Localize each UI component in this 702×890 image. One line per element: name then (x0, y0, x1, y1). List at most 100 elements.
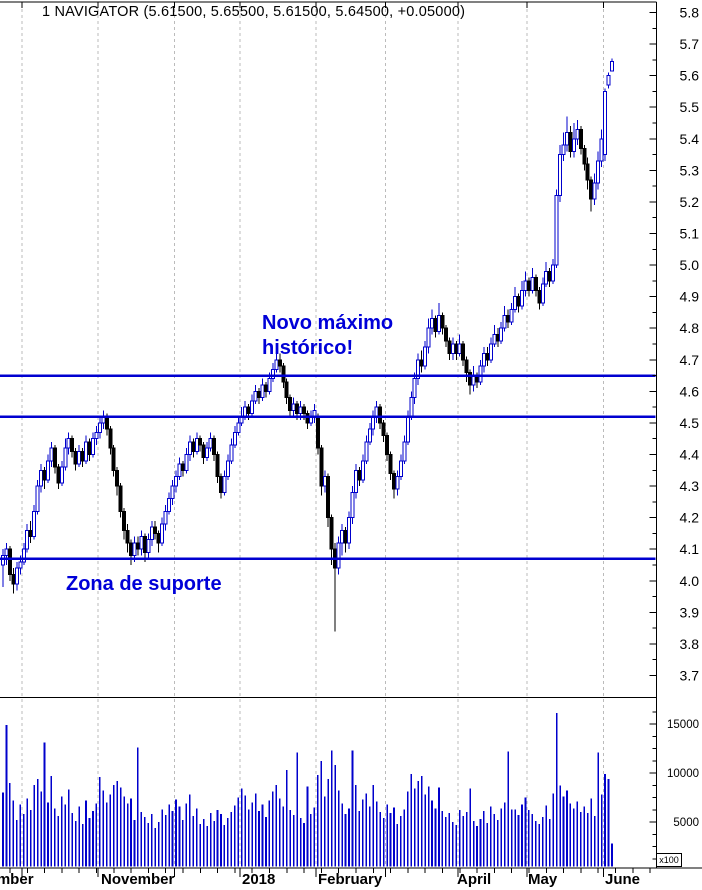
candle-up (457, 343, 462, 354)
volume-axis-label: 10000 (667, 768, 699, 780)
candle-up (14, 567, 19, 585)
price-axis-label: 4.5 (680, 415, 700, 431)
candle-down (212, 438, 217, 456)
candle-down (468, 371, 473, 386)
candle-up (260, 384, 265, 399)
candle-down (319, 447, 324, 487)
annotation-support-zone[interactable]: Zona de suporte (66, 572, 222, 597)
month-label: April (457, 871, 492, 888)
candle-up (291, 403, 296, 411)
candle-up (132, 542, 137, 557)
candle-down (378, 406, 383, 424)
candle-up (184, 454, 189, 471)
candle-up (450, 343, 455, 354)
candle-up (243, 406, 248, 418)
price-axis-label: 4.1 (680, 541, 700, 557)
candle-down (28, 529, 33, 538)
price-axis-label: 5.7 (680, 36, 700, 52)
candle-down (547, 270, 552, 282)
candle-up (225, 460, 230, 478)
candle-up (347, 517, 351, 544)
annotation-support-zone-line1: Zona de suporte (66, 573, 222, 595)
price-axis-label: 3.9 (680, 604, 700, 620)
candle-up (177, 463, 182, 478)
candle-down (315, 416, 320, 449)
candle-up (149, 526, 154, 541)
candle-up (554, 195, 559, 266)
candle-up (599, 138, 604, 162)
volume-axis-label: 5000 (673, 817, 699, 829)
candle-up (236, 422, 241, 433)
candle-down (135, 542, 140, 550)
candle-up (94, 431, 99, 440)
candle-up (232, 431, 237, 446)
candle-up (513, 296, 518, 310)
month-label: 2018 (242, 871, 276, 888)
candle-down (122, 510, 127, 531)
candle-up (606, 75, 611, 86)
price-axis-label: 5.3 (680, 162, 700, 178)
candle-up (253, 390, 258, 402)
candle-down (443, 327, 448, 342)
price-axis-label: 3.7 (680, 668, 700, 684)
price-axis-label: 5.1 (680, 226, 700, 242)
candle-down (7, 548, 12, 575)
candle-down (568, 131, 573, 152)
candle-up (4, 548, 9, 557)
price-axis-label: 5.6 (680, 68, 700, 84)
candle-up (423, 346, 428, 367)
candle-up (364, 441, 369, 462)
candle-up (520, 289, 524, 307)
month-label: June (605, 871, 641, 888)
candle-up (194, 438, 199, 452)
candle-up (571, 138, 576, 152)
price-axis-label: 5.4 (680, 131, 700, 147)
candle-down (385, 435, 390, 455)
candle-down (506, 315, 511, 323)
candle-up (90, 438, 95, 456)
candle-down (537, 289, 542, 304)
candle-up (160, 523, 165, 544)
candle-up (575, 128, 580, 140)
candle-up (395, 476, 400, 490)
candle-down (343, 529, 348, 544)
candle-down (388, 454, 393, 474)
price-axis-label: 4.6 (680, 383, 700, 399)
candle-down (129, 542, 134, 557)
candle-up (540, 283, 545, 304)
candle-up (564, 131, 569, 146)
candle-up (222, 476, 227, 493)
price-axis-label: 4.9 (680, 289, 700, 305)
price-axis-label: 3.8 (680, 636, 700, 652)
candle-up (561, 144, 566, 156)
candle-up (530, 277, 535, 291)
candle-down (305, 412, 310, 424)
candle-down (454, 343, 459, 354)
candle-down (246, 406, 251, 414)
candle-down (198, 438, 203, 446)
candle-up (551, 264, 556, 282)
candle-up (336, 542, 341, 569)
candle-up (416, 359, 421, 380)
annotation-new-high[interactable]: Novo máximo histórico! (262, 311, 393, 361)
price-axis-label: 5.2 (680, 194, 700, 210)
candle-up (523, 280, 528, 291)
candle-down (104, 416, 109, 430)
candle-down (302, 406, 307, 414)
candle-down (180, 463, 185, 471)
candle-down (80, 450, 85, 462)
candle-up (502, 315, 507, 329)
candle-down (215, 454, 220, 478)
candle-up (170, 485, 175, 500)
candle-down (218, 476, 223, 493)
candle-down (288, 397, 293, 411)
candle-down (87, 441, 92, 456)
candle-up (298, 406, 303, 414)
volume-multiplier-badge: x100 (656, 853, 682, 867)
candle-down (295, 403, 300, 414)
candle-up (544, 270, 549, 285)
candle-up (274, 359, 279, 370)
candle-down (585, 163, 590, 181)
candle-up (481, 352, 486, 367)
